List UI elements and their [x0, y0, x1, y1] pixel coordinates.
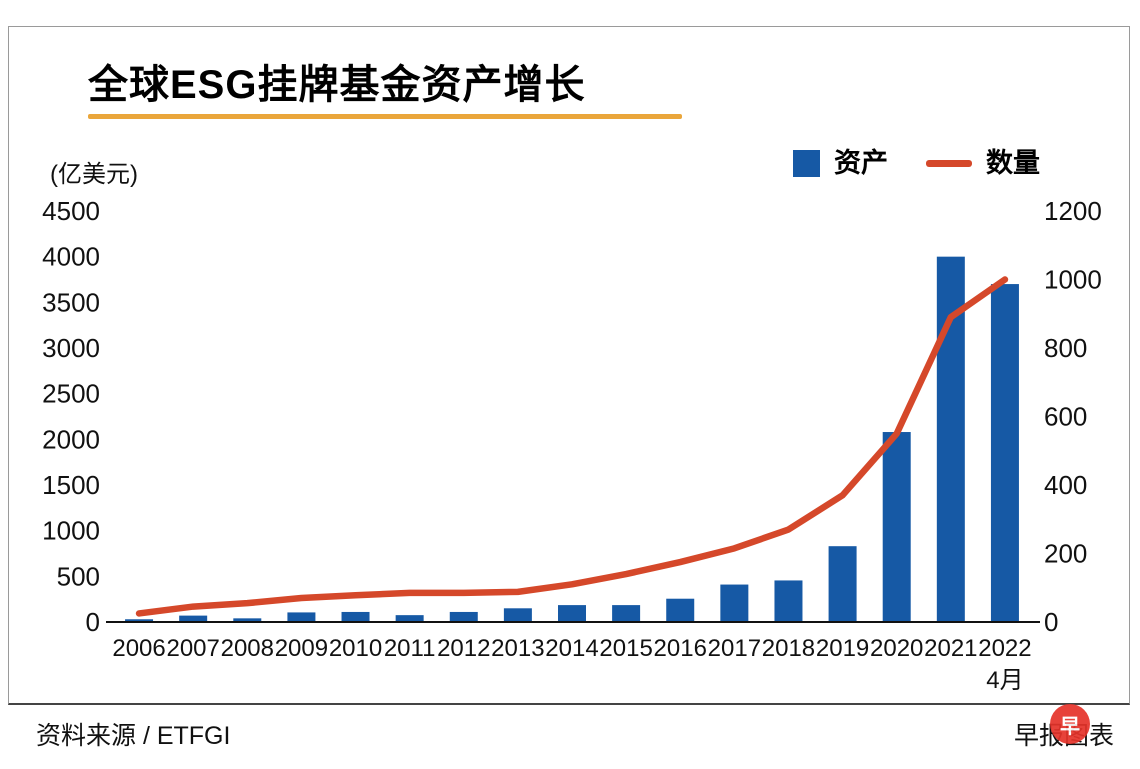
left-axis-tick: 0	[86, 607, 100, 637]
bar-2022	[990, 284, 1019, 622]
bar-2009	[287, 612, 316, 622]
right-axis-tick: 400	[1044, 470, 1087, 500]
source-text: 资料来源 / ETFGI	[36, 722, 231, 750]
title-underline	[88, 114, 682, 119]
bar-2010	[341, 611, 370, 622]
x-axis-label-2014: 2014	[545, 635, 598, 662]
right-axis-tick: 1000	[1044, 265, 1102, 295]
x-axis-label-2020: 2020	[870, 635, 923, 662]
count-line	[135, 276, 1009, 617]
right-axis-tick: 600	[1044, 402, 1087, 432]
left-axis-unit-label: (亿美元)	[50, 161, 138, 188]
bar-2020	[882, 432, 911, 622]
bar-2011	[395, 615, 424, 622]
left-axis-tick: 1500	[42, 470, 100, 500]
x-axis-label-2015: 2015	[599, 635, 652, 662]
x-axis-label-2016: 2016	[654, 635, 707, 662]
bar-2016	[666, 598, 695, 622]
assets-bar-swatch-icon	[793, 150, 820, 177]
right-axis-tick: 200	[1044, 539, 1087, 569]
bar-2006	[125, 619, 154, 622]
left-axis-tick: 3000	[42, 333, 100, 363]
left-axis-tick: 2000	[42, 424, 100, 454]
bar-2014	[558, 605, 586, 622]
right-axis-tick: 1200	[1044, 196, 1102, 226]
left-axis-tick: 4000	[42, 242, 100, 272]
x-axis-label-2018: 2018	[762, 635, 815, 662]
x-axis-label-2021: 2021	[924, 635, 977, 662]
bar-2008	[233, 618, 262, 622]
bar-2012	[449, 611, 478, 622]
x-axis-label-2017: 2017	[708, 635, 761, 662]
x-axis-label-2012: 2012	[437, 635, 490, 662]
bar-2015	[612, 605, 641, 622]
left-axis-tick: 1000	[42, 516, 100, 546]
left-axis-tick: 3500	[42, 287, 100, 317]
x-axis-label-2008: 2008	[221, 635, 274, 662]
chart-title: 全球ESG挂牌基金资产增长	[88, 63, 586, 107]
bar-2017	[720, 584, 749, 622]
bar-2007	[179, 615, 208, 622]
zaobao-logo-icon: 早	[1050, 704, 1090, 744]
x-axis-label-2010: 2010	[329, 635, 382, 662]
x-axis-sub-label: 4月	[986, 667, 1023, 694]
x-axis-label-2009: 2009	[275, 635, 328, 662]
right-axis-tick: 0	[1044, 607, 1058, 637]
bar-2013	[503, 608, 532, 622]
right-axis-tick: 800	[1044, 333, 1087, 363]
bar-2018	[774, 580, 803, 622]
count-line-swatch-icon	[926, 160, 972, 167]
bar-2019	[828, 546, 857, 622]
legend-count-label: 数量	[986, 148, 1040, 178]
legend-assets-label: 资产	[834, 148, 888, 178]
x-axis-label-2006: 2006	[112, 635, 165, 662]
left-axis-tick: 500	[57, 561, 100, 591]
legend: 资产 数量	[793, 150, 1040, 177]
chart-card-frame	[8, 26, 1130, 705]
x-axis-label-2019: 2019	[816, 635, 869, 662]
left-axis-tick: 4500	[42, 196, 100, 226]
left-axis-tick: 2500	[42, 379, 100, 409]
x-axis-label-2007: 2007	[166, 635, 219, 662]
x-axis-label-2013: 2013	[491, 635, 544, 662]
x-axis-label-2022: 2022	[978, 635, 1031, 662]
x-axis-label-2011: 2011	[384, 635, 436, 662]
